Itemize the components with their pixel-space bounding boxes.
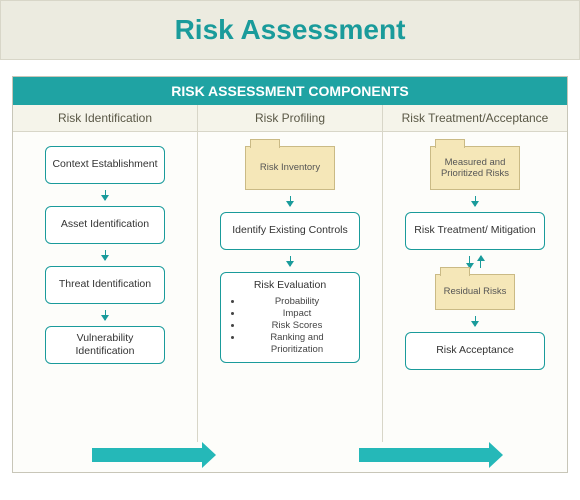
components-panel: RISK ASSESSMENT COMPONENTS Risk Identifi… xyxy=(12,76,568,473)
arrow-down-icon xyxy=(475,196,476,206)
col-header-1: Risk Profiling xyxy=(198,105,383,131)
column-headers: Risk Identification Risk Profiling Risk … xyxy=(13,105,567,132)
columns-wrap: Context Establishment Asset Identificati… xyxy=(13,132,567,442)
content-area: RISK ASSESSMENT COMPONENTS Risk Identifi… xyxy=(0,60,580,481)
box-context-establishment: Context Establishment xyxy=(45,146,165,184)
box-risk-evaluation-title: Risk Evaluation xyxy=(254,279,326,292)
arrow-down-icon xyxy=(105,310,106,320)
box-risk-acceptance: Risk Acceptance xyxy=(405,332,545,370)
box-risk-treatment-mitigation: Risk Treatment/ Mitigation xyxy=(405,212,545,250)
title-bar: Risk Assessment xyxy=(0,0,580,60)
bullet-probability: Probability xyxy=(243,296,351,308)
folder-risk-inventory: Risk Inventory xyxy=(245,146,335,190)
horizontal-arrows-row xyxy=(13,442,567,472)
box-asset-identification: Asset Identification xyxy=(45,206,165,244)
flow-arrow-icon xyxy=(92,448,202,462)
arrow-down-icon xyxy=(290,256,291,266)
arrow-down-icon xyxy=(475,316,476,326)
page-title: Risk Assessment xyxy=(175,14,406,46)
folder-measured-prioritized: Measured and Prioritized Risks xyxy=(430,146,520,190)
bullet-ranking: Ranking and Prioritization xyxy=(243,332,351,356)
panel-header: RISK ASSESSMENT COMPONENTS xyxy=(13,77,567,105)
box-threat-identification: Threat Identification xyxy=(45,266,165,304)
box-identify-existing-controls: Identify Existing Controls xyxy=(220,212,360,250)
bullet-risk-scores: Risk Scores xyxy=(243,320,351,332)
box-vulnerability-identification: Vulnerability Identification xyxy=(45,326,165,364)
col-header-2: Risk Treatment/Acceptance xyxy=(383,105,567,131)
arrow-down-icon xyxy=(105,190,106,200)
col-risk-identification: Context Establishment Asset Identificati… xyxy=(13,132,198,442)
folder-residual-risks: Residual Risks xyxy=(435,274,515,310)
col-risk-profiling: Risk Inventory Identify Existing Control… xyxy=(198,132,383,442)
arrow-down-icon xyxy=(290,196,291,206)
risk-evaluation-bullets: Probability Impact Risk Scores Ranking a… xyxy=(243,296,351,355)
box-risk-evaluation: Risk Evaluation Probability Impact Risk … xyxy=(220,272,360,363)
flow-arrow-icon xyxy=(359,448,489,462)
col-risk-treatment: Measured and Prioritized Risks Risk Trea… xyxy=(383,132,567,442)
arrow-down-icon xyxy=(105,250,106,260)
col-header-0: Risk Identification xyxy=(13,105,198,131)
bullet-impact: Impact xyxy=(243,308,351,320)
